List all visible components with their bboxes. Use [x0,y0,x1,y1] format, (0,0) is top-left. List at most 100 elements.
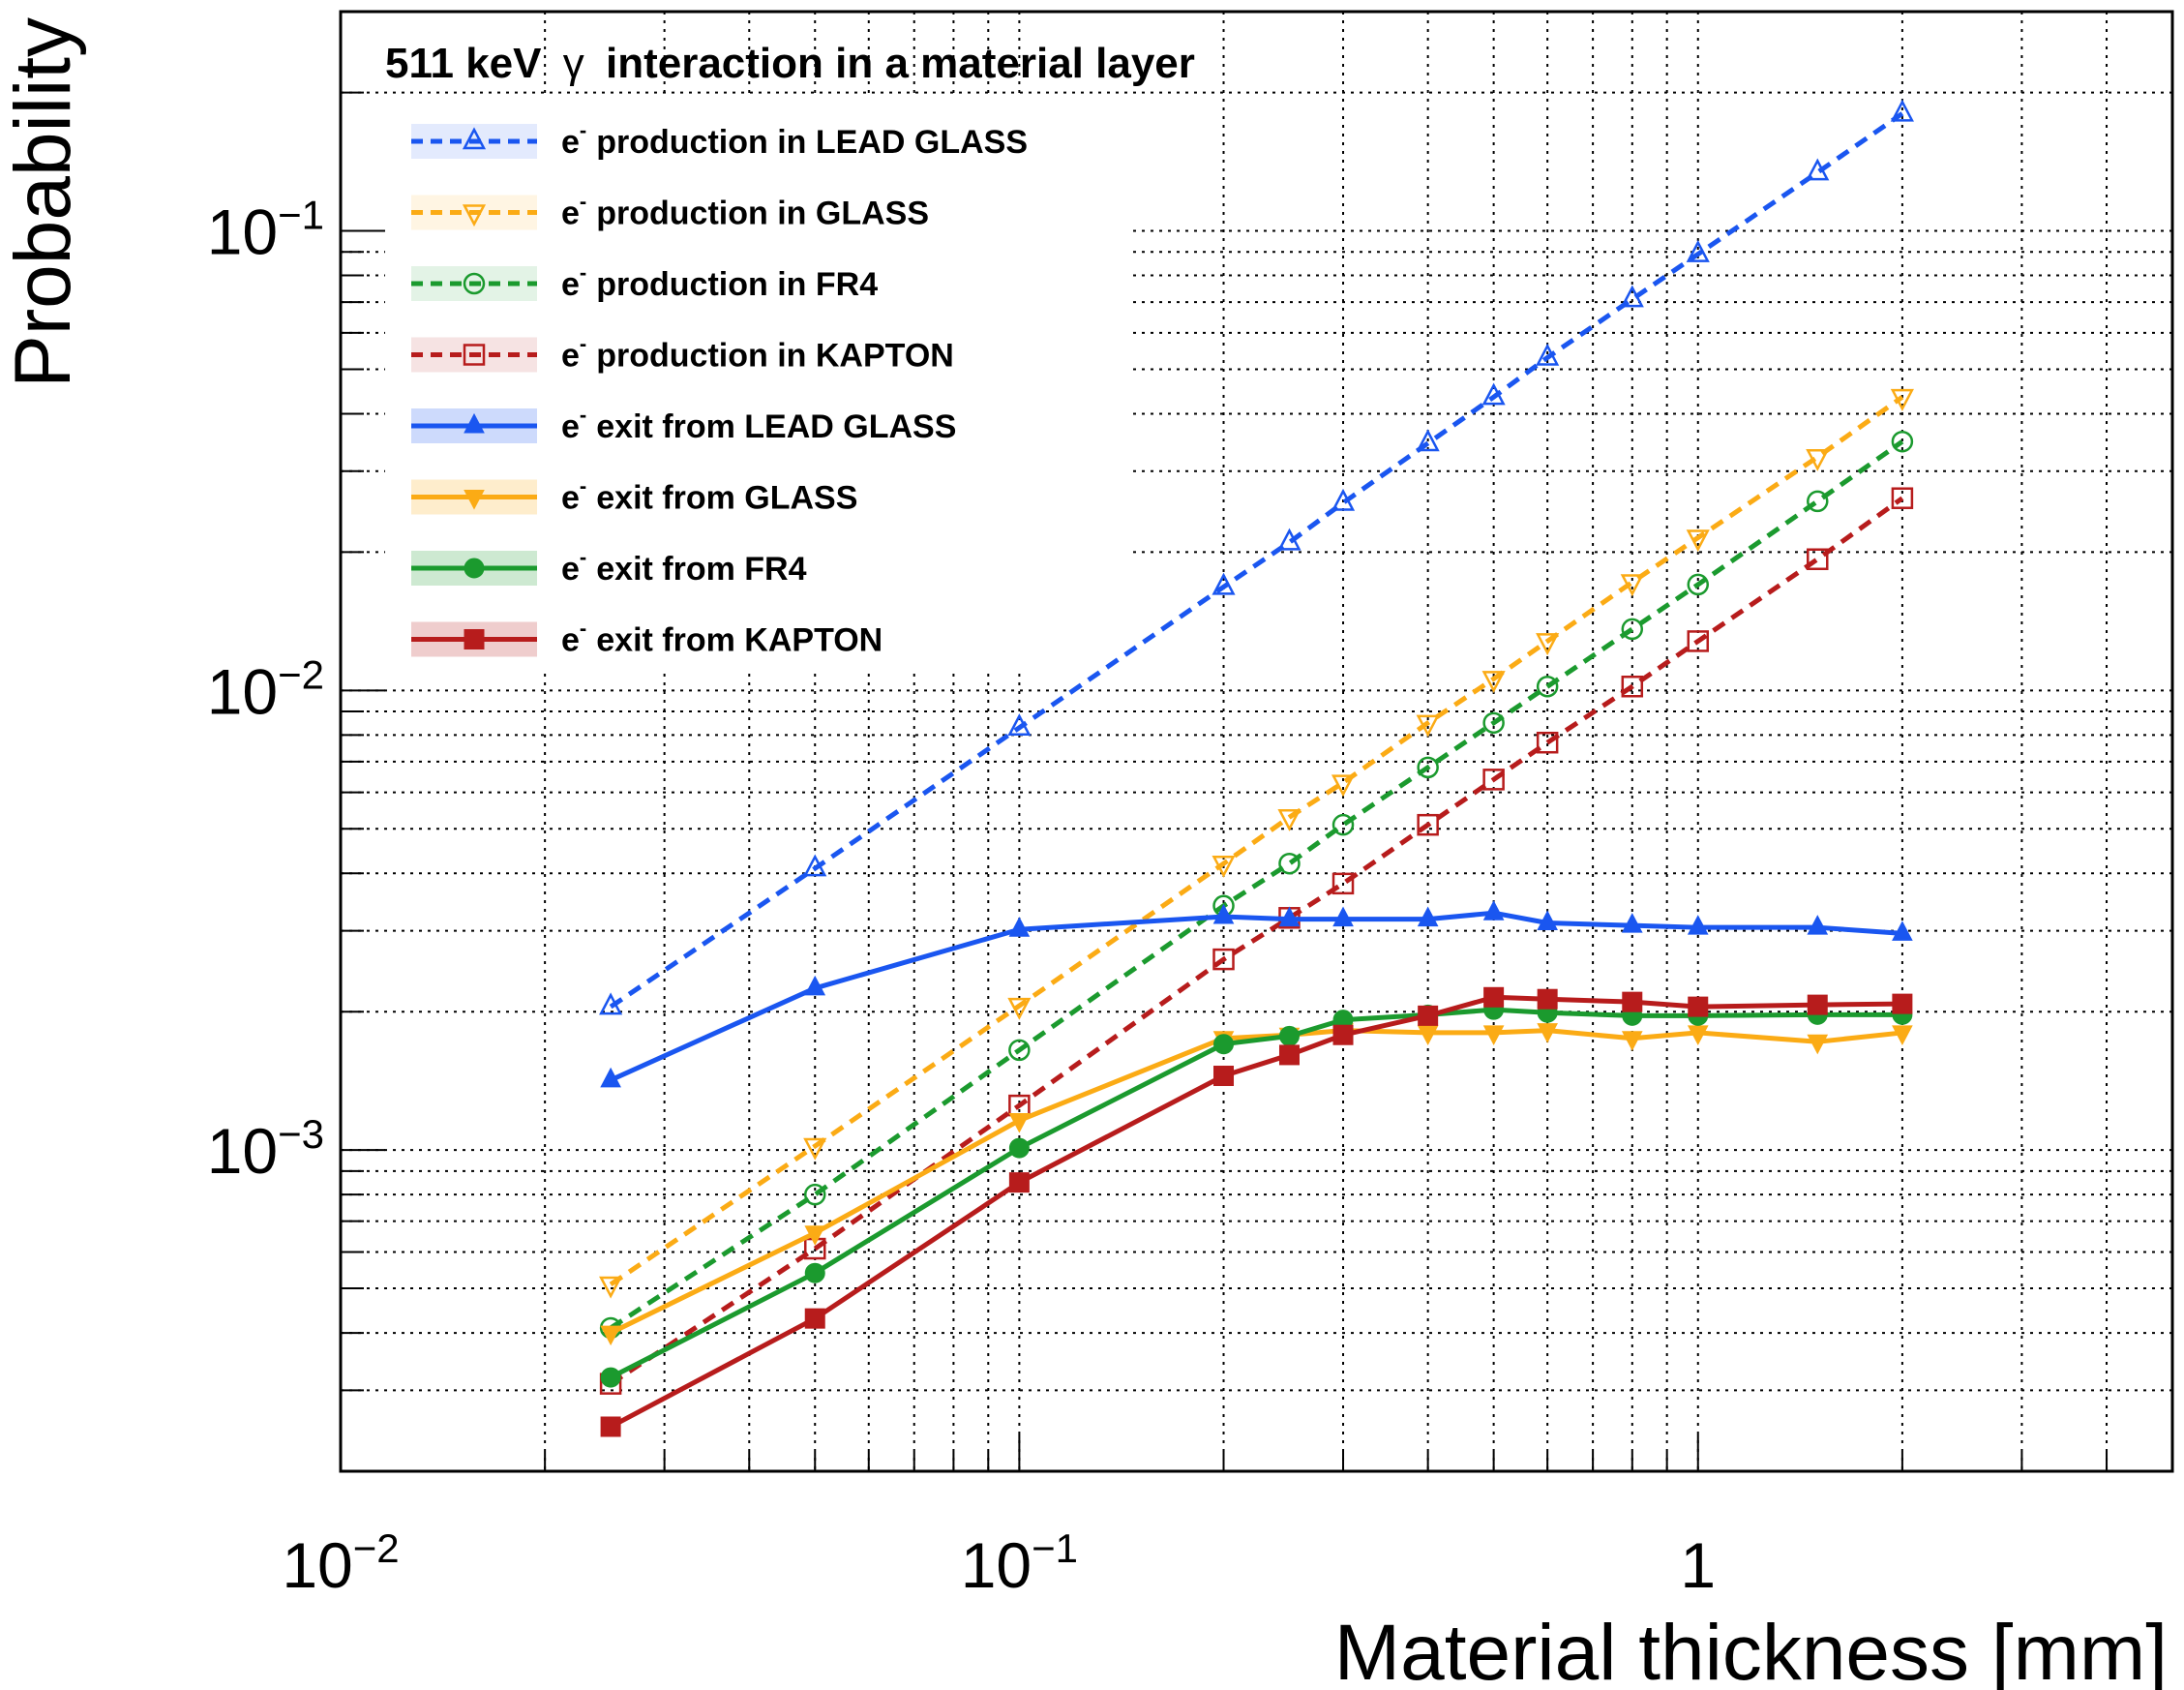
data-point [1622,991,1643,1012]
data-point [803,854,827,877]
legend-entry: e-exit from KAPTON [411,617,883,659]
data-point [1482,711,1505,735]
legend-entry: e-production in FR4 [411,260,878,303]
data-point [1481,671,1506,694]
series-line [609,994,1902,1430]
legend-label: e-exit from LEAD GLASS [561,403,956,445]
data-point [1212,855,1236,878]
series-production-in-kapton [599,487,1914,1395]
data-point [1483,986,1505,1008]
data-point [804,1225,826,1246]
legend-marker [464,412,485,434]
tick-labels: 10−2 10−1 1 10−3 10−2 10−1 [207,193,1716,1601]
data-point [600,1416,621,1437]
data-point [1332,1024,1354,1045]
data-point [1687,915,1709,935]
series-production-in-lead-glass [599,99,1914,1015]
legend-background [385,97,1130,668]
y-axis-title: Probability [0,17,87,388]
legend-marker [463,344,486,366]
data-point [1807,548,1829,571]
data-point [1807,994,1828,1015]
data-point [1686,529,1710,553]
data-point [1213,1066,1235,1087]
legend-marker [462,127,487,150]
data-point [1008,1039,1031,1062]
x-tick-label: 1 [1680,1529,1716,1601]
title-suffix: interaction in a material layer [606,40,1195,87]
data-point [1332,906,1354,927]
data-point [1481,382,1506,406]
legend-entry: e-production in LEAD GLASS [411,118,1028,161]
data-point [1008,1113,1031,1133]
title-prefix: 511 keV [385,40,542,87]
y-tick-label: 10−2 [207,651,324,727]
data-point [1536,731,1559,754]
grid [341,12,2173,1472]
data-point [1417,906,1439,927]
data-point [804,975,826,996]
legend-marker [464,490,485,510]
legend-label: e-production in FR4 [561,260,878,303]
title-symbol: γ [563,40,584,87]
data-point [1687,630,1710,652]
data-point [1892,993,1913,1014]
series-line [609,395,1904,1287]
data-point [1277,808,1301,831]
series-line [609,439,1904,1331]
data-point [1416,429,1440,452]
data-point [1806,448,1830,471]
legend-marker [464,629,485,649]
data-point [1536,633,1560,656]
data-point [1418,1005,1439,1026]
data-point [1807,1034,1829,1055]
data-point [1416,714,1440,738]
legend-marker [463,272,486,295]
data-point [1417,756,1439,779]
data-point [803,1137,827,1161]
data-point [1277,528,1301,551]
series-group [599,99,1914,1437]
data-point [1008,917,1031,937]
legend-marker [464,558,485,579]
data-point [1331,774,1356,798]
data-point [600,1325,621,1346]
data-point [599,1276,623,1299]
data-point [1621,1031,1643,1051]
data-point [1687,573,1710,596]
x-tick-label: 10−1 [961,1525,1078,1601]
series-exit-from-lead-glass [600,900,1913,1088]
data-point [1620,285,1644,308]
data-point [1007,713,1032,737]
data-point [1891,487,1914,509]
data-point [1621,913,1643,933]
data-point [1417,1025,1439,1046]
data-point [1331,813,1355,836]
data-point [1621,676,1644,698]
data-point [1212,948,1235,971]
data-point [1686,239,1710,262]
y-tick-label: 10−3 [207,1111,324,1187]
data-point [804,1262,825,1283]
legend-entry: e-production in KAPTON [411,332,954,375]
data-point [1892,920,1913,941]
data-point [1213,1034,1235,1055]
data-point [1482,1025,1505,1046]
data-point [1212,572,1236,595]
data-point [1807,915,1829,935]
data-point [1892,1025,1913,1046]
data-point [1331,872,1355,895]
data-point [804,1308,825,1329]
plot-border [339,10,2174,1473]
legend-label: e-production in LEAD GLASS [561,118,1028,161]
legend-label: e-exit from KAPTON [561,617,883,659]
plot-frame [339,10,2174,1473]
data-point [599,992,623,1015]
data-point [1008,1172,1030,1193]
legend-entry: e-exit from GLASS [411,474,857,517]
data-point [1890,99,1914,122]
data-point [1417,813,1439,836]
legend-label: e-production in KAPTON [561,332,954,375]
series-line [609,496,1904,1386]
